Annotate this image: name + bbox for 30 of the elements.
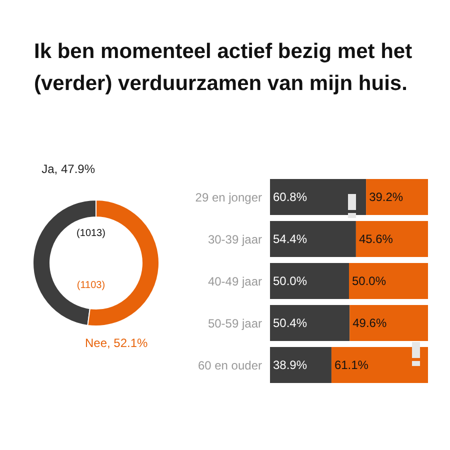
data-label: 39.2%: [369, 190, 404, 204]
slice-label: Ja, 47.9%: [42, 162, 96, 176]
slice-label: Nee, 52.1%: [85, 336, 148, 350]
data-label: 38.9%: [273, 358, 308, 372]
bar: [350, 305, 428, 341]
text: (1103): [76, 280, 106, 291]
bar: [270, 347, 332, 383]
bar: [349, 263, 428, 299]
bar: [366, 179, 428, 215]
text: Ik ben momenteel actief bezig met het (verder) verduurzamen van mijn huis.: [34, 39, 414, 97]
y-tick-label: 50-59 jaar: [208, 316, 262, 330]
y-tick-label: 40-49 jaar: [208, 274, 262, 288]
bar: [270, 305, 350, 341]
data-label: 50.0%: [352, 274, 386, 288]
y-tick-label: 30-39 jaar: [208, 232, 262, 246]
bar: [270, 179, 366, 215]
y-tick-label: 60 en ouder: [198, 358, 262, 372]
bar: [356, 221, 428, 257]
y-tick-label: 29 en jonger: [195, 190, 262, 204]
data-label: 45.6%: [358, 232, 394, 246]
data-label: 50.4%: [273, 316, 308, 330]
bar: [270, 221, 356, 257]
data-label: 60.8%: [273, 190, 308, 204]
data-label: 54.4%: [273, 232, 308, 246]
data-label: 49.6%: [352, 316, 387, 330]
data-label: 61.1%: [334, 358, 369, 372]
bar: [270, 263, 349, 299]
text: (1013): [76, 228, 106, 239]
data-label: 50.0%: [273, 274, 308, 288]
bar: [331, 347, 428, 383]
